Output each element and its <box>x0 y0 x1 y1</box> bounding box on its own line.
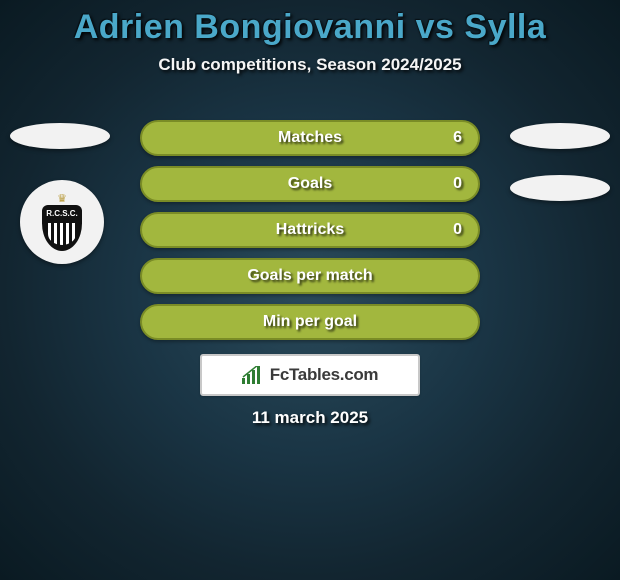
stat-value: 6 <box>453 129 462 147</box>
club-code: R.C.S.C. <box>46 209 78 218</box>
stat-row-matches: Matches 6 <box>140 120 480 156</box>
brand-text: FcTables.com <box>270 365 379 385</box>
crown-icon: ♛ <box>57 194 67 205</box>
stat-value: 0 <box>453 221 462 239</box>
bar-chart-icon <box>242 366 264 384</box>
stat-label: Goals per match <box>142 267 478 285</box>
stat-value: 0 <box>453 175 462 193</box>
subtitle: Club competitions, Season 2024/2025 <box>0 55 620 75</box>
comparison-card: Adrien Bongiovanni vs Sylla Club competi… <box>0 0 620 580</box>
stat-row-goals-per-match: Goals per match <box>140 258 480 294</box>
player-right-placeholder <box>510 123 610 149</box>
stat-label: Min per goal <box>142 313 478 331</box>
stat-label: Hattricks <box>142 221 478 239</box>
generated-date: 11 march 2025 <box>0 408 620 428</box>
player-left-placeholder <box>10 123 110 149</box>
stat-label: Goals <box>142 175 478 193</box>
stat-label: Matches <box>142 129 478 147</box>
stat-row-goals: Goals 0 <box>140 166 480 202</box>
stats-container: Matches 6 Goals 0 Hattricks 0 Goals per … <box>140 120 480 350</box>
page-title: Adrien Bongiovanni vs Sylla <box>0 0 620 47</box>
shield-icon: R.C.S.C. <box>42 205 82 251</box>
player-right-placeholder-2 <box>510 175 610 201</box>
stat-row-hattricks: Hattricks 0 <box>140 212 480 248</box>
club-logo-left: ♛ R.C.S.C. <box>20 180 104 264</box>
stat-row-min-per-goal: Min per goal <box>140 304 480 340</box>
brand-badge: FcTables.com <box>200 354 420 396</box>
stripes-icon <box>48 223 76 245</box>
